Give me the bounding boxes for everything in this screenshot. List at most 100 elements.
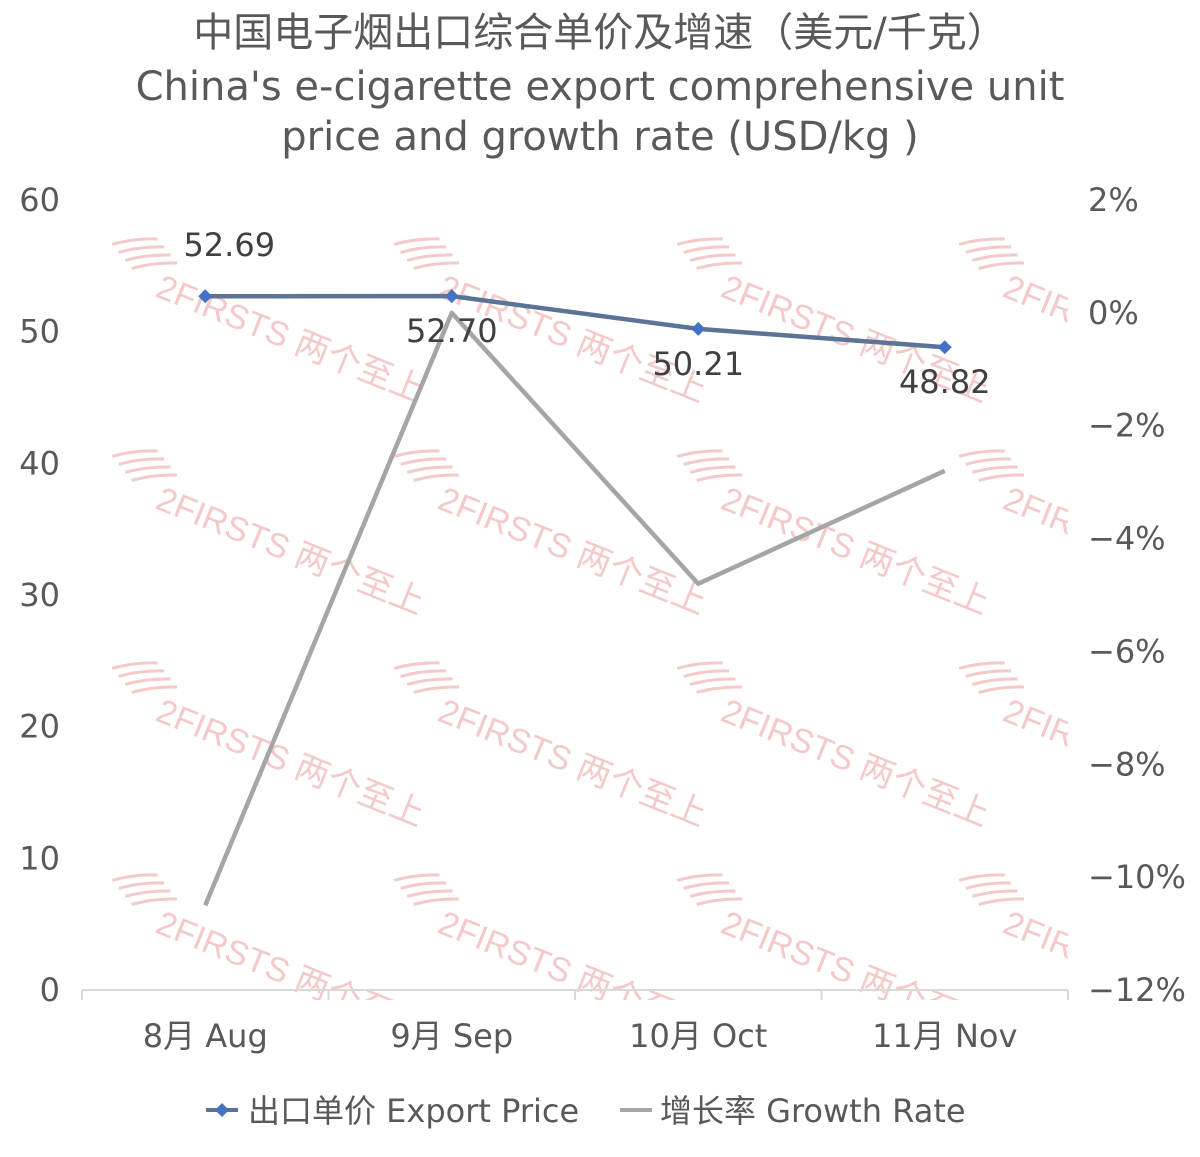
watermark-text: 2FIRSTS 两个至上	[433, 692, 712, 834]
watermark-icon	[124, 253, 171, 262]
export-price-data-label: 50.21	[652, 345, 744, 383]
watermark-icon	[393, 873, 440, 882]
watermark-icon	[696, 261, 743, 270]
watermark-icon	[131, 261, 178, 270]
left-tick-label: 50	[19, 313, 60, 351]
x-tick-label: 10月 Oct	[629, 1017, 767, 1055]
chart-subtitle-line-2: price and growth rate (USD/kg )	[281, 114, 919, 160]
watermark: 2FIRSTS 两个至上	[111, 661, 430, 834]
right-tick-label: −2%	[1088, 407, 1166, 445]
watermark-icon	[400, 245, 447, 254]
watermark: 2FIRSTS 两个至上	[393, 449, 712, 622]
export-price-marker	[937, 340, 952, 355]
watermark-icon	[689, 465, 736, 474]
watermark-icon	[111, 449, 158, 458]
left-tick-label: 40	[19, 444, 60, 482]
watermark-text: 2FIRSTS 两个至上	[151, 268, 430, 410]
watermark-icon	[978, 897, 1025, 906]
export-price-marker	[198, 289, 213, 304]
watermark-icon	[406, 465, 453, 474]
watermark-icon	[413, 473, 460, 482]
watermark-icon	[400, 669, 447, 678]
watermark-icon	[971, 677, 1018, 686]
right-y-axis: −12% −10% −8% −6% −4% −2% 0% 2%	[1088, 181, 1186, 1009]
legend-growth-rate-label: 增长率 Growth Rate	[660, 1092, 966, 1130]
export-price-series	[198, 289, 952, 355]
watermark-icon	[400, 457, 447, 466]
watermark-icon	[111, 873, 158, 882]
watermark-icon	[413, 261, 460, 270]
watermark-icon	[683, 669, 730, 678]
watermark-text: 2FIRSTS 两个至上	[151, 692, 430, 834]
legend-export-price-marker	[215, 1103, 229, 1117]
watermark-icon	[111, 237, 158, 246]
watermark-layer: 2FIRSTS 两个至上 2FIRSTS 两个至上 2FIRSTS 两个至上 2FIR…	[111, 237, 1200, 1000]
right-tick-label: −12%	[1088, 971, 1186, 1009]
watermark-icon	[393, 449, 440, 458]
watermark-icon	[978, 473, 1025, 482]
watermark-icon	[676, 237, 723, 246]
watermark-icon	[124, 465, 171, 474]
watermark-icon	[971, 253, 1018, 262]
watermark-icon	[696, 897, 743, 906]
watermark-icon	[676, 449, 723, 458]
left-tick-label: 20	[19, 708, 60, 746]
watermark-icon	[958, 661, 1005, 670]
watermark-icon	[683, 881, 730, 890]
watermark-icon	[393, 661, 440, 670]
watermark-icon	[971, 889, 1018, 898]
growth-rate-line	[203, 310, 946, 907]
watermark-text: 2FIRSTS 两个至上	[716, 692, 995, 834]
watermark-icon	[400, 881, 447, 890]
right-tick-label: −6%	[1088, 632, 1166, 670]
left-tick-label: 30	[19, 576, 60, 614]
right-tick-label: −10%	[1088, 858, 1186, 896]
right-tick-label: 2%	[1088, 181, 1139, 219]
legend: 出口单价 Export Price 增长率 Growth Rate	[206, 1092, 966, 1130]
watermark-icon	[676, 873, 723, 882]
watermark-icon	[406, 677, 453, 686]
watermark-icon	[118, 245, 165, 254]
watermark-icon	[676, 661, 723, 670]
watermark-icon	[696, 473, 743, 482]
watermark-icon	[958, 237, 1005, 246]
growth-rate-series	[203, 310, 946, 907]
watermark-icon	[965, 457, 1012, 466]
watermark-icon	[683, 245, 730, 254]
watermark-icon	[689, 889, 736, 898]
watermark-icon	[965, 669, 1012, 678]
export-price-line	[205, 293, 945, 350]
x-tick-label: 8月 Aug	[143, 1017, 268, 1055]
watermark-text: 2FIRSTS 两个至上	[151, 480, 430, 622]
watermark-text: 2FIRSTS 两个至上	[998, 268, 1200, 410]
watermark-icon	[965, 245, 1012, 254]
watermark-icon	[978, 685, 1025, 694]
right-tick-label: 0%	[1088, 294, 1139, 332]
chart-subtitle-line-1: China's e-cigarette export comprehensive…	[136, 64, 1065, 110]
export-price-data-label: 52.70	[406, 312, 498, 350]
left-tick-label: 0	[40, 971, 60, 1009]
export-price-data-labels: 52.69 52.70 50.21 48.82	[183, 226, 990, 401]
export-price-marker	[691, 321, 706, 336]
left-y-axis: 0 10 20 30 40 50 60	[19, 181, 60, 1009]
watermark-text: 2FIRSTS 两个至上	[716, 480, 995, 622]
watermark-icon	[131, 473, 178, 482]
watermark-icon	[406, 253, 453, 262]
x-tick-label: 11月 Nov	[872, 1017, 1017, 1055]
watermark-icon	[118, 457, 165, 466]
watermark-icon	[118, 881, 165, 890]
watermark-icon	[958, 873, 1005, 882]
right-tick-label: −8%	[1088, 745, 1166, 783]
x-tick-label: 9月 Sep	[390, 1017, 513, 1055]
watermark-icon	[118, 669, 165, 678]
watermark-icon	[131, 897, 178, 906]
watermark-icon	[958, 449, 1005, 458]
right-tick-label: −4%	[1088, 520, 1166, 558]
watermark-icon	[393, 237, 440, 246]
export-price-marker	[444, 289, 459, 304]
watermark-icon	[406, 889, 453, 898]
watermark-icon	[683, 457, 730, 466]
chart-title: 中国电子烟出口综合单价及增速（美元/千克）	[193, 10, 1006, 56]
left-tick-label: 10	[19, 839, 60, 877]
